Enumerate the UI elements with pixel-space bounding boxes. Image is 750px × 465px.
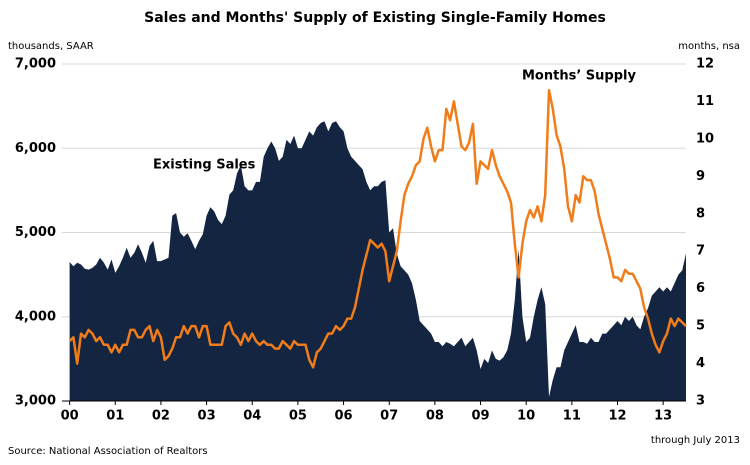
y-tick-label: 6,000 (15, 141, 56, 156)
y-tick-label: 5,000 (15, 225, 56, 240)
y2-tick-label: 11 (696, 94, 714, 109)
x-tick-label: 12 (608, 409, 626, 424)
x-tick-label: 13 (654, 409, 672, 424)
y-axis-label: thousands, SAAR (8, 41, 94, 52)
y2-tick-label: 8 (696, 206, 705, 221)
y2-tick-label: 6 (696, 281, 705, 296)
y2-tick-label: 10 (696, 131, 714, 146)
y2-tick-label: 7 (696, 244, 705, 259)
source-note: Source: National Association of Realtors (8, 446, 208, 457)
x-tick-label: 06 (335, 409, 353, 424)
y2-axis-label: months, nsa (678, 41, 740, 52)
y2-tick-label: 5 (696, 319, 705, 334)
y-tick-label: 7,000 (15, 57, 56, 72)
x-tick-label: 03 (198, 409, 216, 424)
x-tick-label: 08 (426, 409, 444, 424)
y2-tick-label: 3 (696, 394, 705, 409)
supply-line (68, 88, 687, 369)
x-tick-label: 04 (243, 409, 261, 424)
x-tick-label: 02 (152, 409, 170, 424)
x-tick-label: 00 (61, 409, 79, 424)
x-tick-label: 09 (471, 409, 489, 424)
x-tick-label: 01 (106, 409, 124, 424)
y2-tick-label: 9 (696, 169, 705, 184)
series-label: Months’ Supply (522, 69, 636, 84)
x-tick-label: 10 (517, 409, 535, 424)
chart-title: Sales and Months' Supply of Existing Sin… (144, 10, 606, 26)
y2-tick-label: 12 (696, 57, 714, 72)
y2-tick-label: 4 (696, 356, 705, 371)
series-label: Existing Sales (153, 158, 256, 173)
date-note: through July 2013 (651, 435, 740, 446)
x-tick-label: 11 (563, 409, 581, 424)
x-tick-label: 07 (380, 409, 398, 424)
y-tick-label: 3,000 (15, 394, 56, 409)
x-tick-label: 05 (289, 409, 307, 424)
y-tick-label: 4,000 (15, 309, 56, 324)
